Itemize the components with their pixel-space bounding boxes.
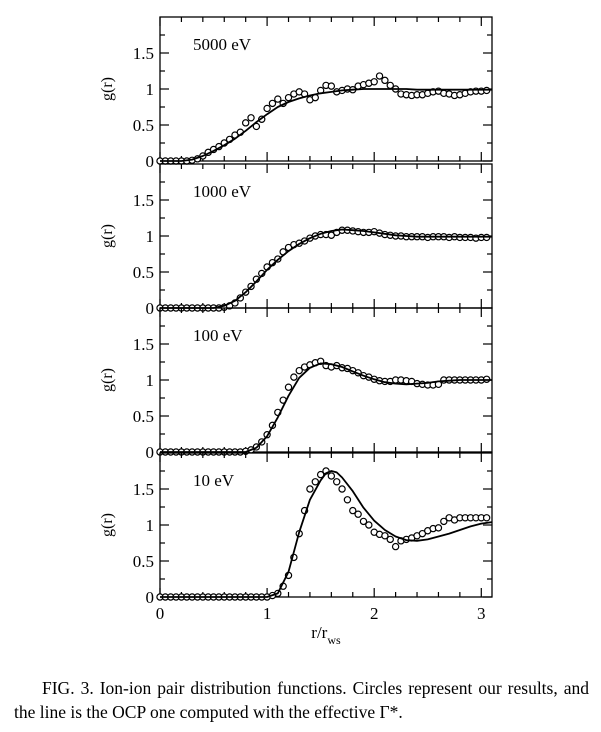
panel-2-ocp-line xyxy=(160,228,492,309)
panel-1-data-point xyxy=(263,104,271,113)
x-axis-label: r/rws xyxy=(311,623,341,647)
panel-2-ytick-label: 0 xyxy=(146,299,155,318)
x-axis-label-sub: ws xyxy=(327,633,341,647)
panel-4-data-point xyxy=(349,506,357,515)
panel-4-data-point xyxy=(440,517,448,526)
panel-1-data-point xyxy=(252,122,261,131)
panel-1-ytick-label: 1 xyxy=(146,80,155,99)
caption-text: FIG. 3. Ion-ion pair distribution functi… xyxy=(14,678,589,722)
panel-4-data-point xyxy=(316,470,325,479)
panel-1-ylabel: g(r) xyxy=(99,77,116,101)
panel-1-title: 5000 eV xyxy=(193,35,252,54)
panel-2-ytick-label: 0.5 xyxy=(133,263,154,282)
panel-4-ytick-label: 1.5 xyxy=(133,480,154,499)
panel-2-ylabel: g(r) xyxy=(99,224,116,248)
figure-caption: FIG. 3. Ion-ion pair distribution functi… xyxy=(14,676,589,724)
panel-1-ocp-line xyxy=(160,88,492,162)
panel-3-title: 100 eV xyxy=(193,326,243,345)
panel-4-data-point xyxy=(482,514,491,522)
panel-1-data-point xyxy=(381,76,389,85)
panel-3-ytick-label: 1.5 xyxy=(133,335,154,354)
panel-4-xtick-label: 2 xyxy=(370,604,379,623)
panel-1-data-point xyxy=(274,95,282,103)
panel-4-data-point xyxy=(306,485,314,493)
panel-4-data-point xyxy=(365,521,373,529)
panel-1-ytick-label: 0 xyxy=(146,152,155,171)
panel-4-ytick-label: 0.5 xyxy=(133,552,154,571)
panel-2-ytick-label: 1 xyxy=(146,227,155,246)
panel-1-data-point xyxy=(375,72,384,80)
panel-4-data-point xyxy=(343,496,352,504)
panel-4-xtick-label: 0 xyxy=(156,604,165,623)
panel-2-ytick-label: 1.5 xyxy=(133,191,154,210)
panel-1-data-point xyxy=(268,99,277,108)
panel-4-xtick-label: 1 xyxy=(263,604,272,623)
panel-4-data-point xyxy=(333,478,341,486)
panel-4-data-point xyxy=(381,532,389,540)
panel-4-data-point xyxy=(391,542,400,551)
panel-3-ytick-label: 0 xyxy=(146,443,155,462)
panel-1-ytick-label: 1.5 xyxy=(133,44,154,63)
panel-1-data-point xyxy=(327,82,336,90)
panel-1-data-point xyxy=(370,78,378,86)
panel-4-data-point xyxy=(311,478,319,486)
panel-4-ytick-label: 1 xyxy=(146,516,155,535)
panel-4-data-point xyxy=(434,524,443,532)
panel-3-ylabel: g(r) xyxy=(99,368,116,392)
panel-2-title: 1000 eV xyxy=(193,182,252,201)
panel-1-data-point xyxy=(247,114,255,122)
panel-4-data-point xyxy=(338,485,346,493)
panel-4-data-point xyxy=(359,517,368,526)
panel-3-data-point xyxy=(284,383,293,391)
panel-1-ytick-label: 0.5 xyxy=(133,116,154,135)
panel-4-title: 10 eV xyxy=(193,471,235,490)
panel-3-ocp-line xyxy=(160,362,492,453)
panel-4-data-point xyxy=(327,472,336,480)
panel-3-ytick-label: 1 xyxy=(146,371,155,390)
panel-4-data-point xyxy=(354,510,362,518)
panel-3-ytick-label: 0.5 xyxy=(133,407,154,426)
panel-4-ylabel: g(r) xyxy=(99,513,116,537)
panel-3-data-point xyxy=(290,373,298,381)
panel-4-xtick-label: 3 xyxy=(477,604,486,623)
x-axis-label-main: r/r xyxy=(311,623,327,642)
panel-4-ocp-line xyxy=(160,470,493,598)
panel-4-data-point xyxy=(386,535,394,544)
panel-1-data-point xyxy=(241,119,250,127)
panel-4-ytick-label: 0 xyxy=(146,588,155,607)
panel-1-data-point xyxy=(284,93,293,102)
panel-3-data-point xyxy=(295,366,303,375)
figure: 0 0.5 1 1.5 g(r) 5000 eV 0 0.5 1 1.5 g(r) 1000 eV 0 0… xyxy=(99,16,493,647)
